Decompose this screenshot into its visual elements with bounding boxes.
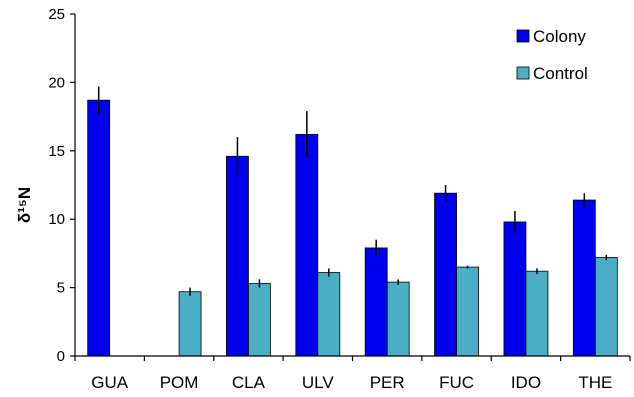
bar-colony-ulv (295, 133, 319, 357)
legend-swatch-control (516, 66, 530, 80)
bar-control-the (594, 257, 618, 357)
x-tick-label-cla: CLA (232, 373, 266, 392)
y-ticks-layer: 0 5 10 15 20 25 (48, 6, 75, 365)
y-tick-label-5: 5 (57, 280, 65, 297)
x-tick-label-ido: IDO (511, 373, 541, 392)
bar-control-cla (248, 283, 271, 357)
bar-control-fuc (456, 266, 479, 357)
bars-layer (87, 99, 618, 357)
y-tick-label-10: 10 (48, 211, 65, 228)
bar-control-ulv (317, 272, 341, 357)
y-axis-label: δ¹⁵N (15, 187, 34, 223)
x-tick-label-ulv: ULV (302, 373, 334, 392)
bar-control-pom (178, 291, 202, 357)
bar-colony-per (364, 247, 388, 357)
legend-label-control: Control (533, 64, 588, 83)
legend-swatch-colony (516, 29, 530, 43)
x-tick-label-the: THE (578, 373, 612, 392)
bar-colony-fuc (434, 192, 457, 357)
y-tick-label-25: 25 (48, 6, 65, 23)
y-tick-label-0: 0 (57, 348, 65, 365)
x-tick-label-pom: POM (160, 373, 199, 392)
error-bars-layer (97, 86, 608, 296)
x-tick-label-per: PER (370, 373, 405, 392)
legend: Colony Control (516, 27, 588, 83)
bar-colony-cla (226, 155, 249, 357)
bar-colony-the (572, 199, 596, 357)
legend-label-colony: Colony (533, 27, 586, 46)
x-tick-label-gua: GUA (91, 373, 129, 392)
y-tick-label-15: 15 (48, 143, 65, 160)
x-ticks-layer: GUA POM CLA ULV PER FUC IDO THE (74, 356, 631, 392)
bar-control-ido (525, 270, 549, 357)
y-axis-label-group: δ¹⁵N (15, 187, 34, 223)
bar-control-per (386, 281, 410, 357)
x-tick-label-fuc: FUC (439, 373, 474, 392)
bar-colony-gua (87, 99, 111, 357)
y-tick-label-20: 20 (48, 74, 65, 91)
bar-colony-ido (503, 221, 527, 357)
